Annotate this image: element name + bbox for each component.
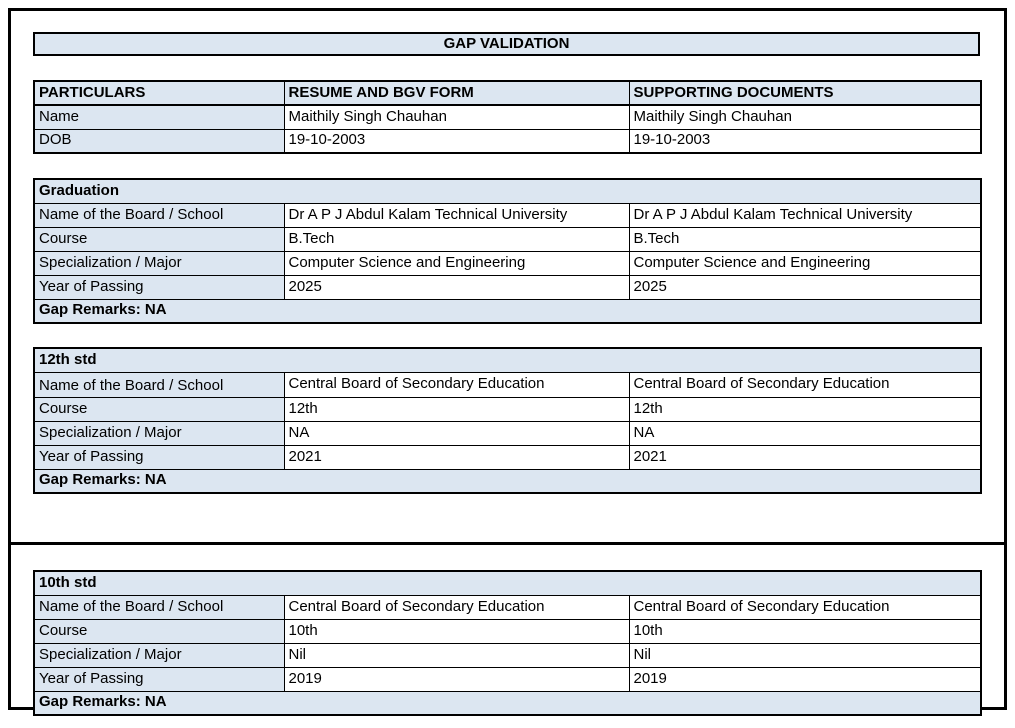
- resume-value-cell: 19-10-2003: [283, 128, 630, 154]
- row-label-cell: Year of Passing: [33, 444, 285, 470]
- section-heading: 10th std: [33, 570, 982, 596]
- dob-row: DOB 19-10-2003 19-10-2003: [33, 128, 982, 154]
- supporting-value-cell: Central Board of Secondary Education: [628, 371, 982, 398]
- page-title: GAP VALIDATION: [33, 32, 980, 56]
- row-label-cell: Course: [33, 618, 285, 644]
- supporting-value-cell: 2021: [628, 444, 982, 470]
- resume-value-cell: NA: [283, 420, 630, 446]
- section-heading: 12th std: [33, 347, 982, 373]
- resume-value-cell: Dr A P J Abdul Kalam Technical Universit…: [283, 202, 630, 228]
- graduation-section-table: Graduation Name of the Board / School Dr…: [33, 178, 983, 324]
- particulars-header-row: PARTICULARS RESUME AND BGV FORM SUPPORTI…: [33, 80, 982, 106]
- row-label-cell: Name of the Board / School: [33, 202, 285, 228]
- specialization-row: Specialization / Major Nil Nil: [33, 642, 982, 668]
- section-heading-row: 10th std: [33, 570, 982, 596]
- supporting-value-cell: B.Tech: [628, 226, 982, 252]
- resume-value-cell: B.Tech: [283, 226, 630, 252]
- tenth-std-section-table: 10th std Name of the Board / School Cent…: [33, 570, 983, 716]
- row-label-cell: Year of Passing: [33, 274, 285, 300]
- supporting-value-cell: 2025: [628, 274, 982, 300]
- row-label-cell: Name of the Board / School: [33, 371, 285, 398]
- supporting-value-cell: Nil: [628, 642, 982, 668]
- upper-document-region: GAP VALIDATION PARTICULARS RESUME AND BG…: [11, 32, 1004, 542]
- section-heading-row: 12th std: [33, 347, 982, 373]
- section-heading: Graduation: [33, 178, 982, 204]
- row-label-cell: Course: [33, 396, 285, 422]
- supporting-value-cell: NA: [628, 420, 982, 446]
- specialization-row: Specialization / Major NA NA: [33, 420, 982, 446]
- section-heading-row: Graduation: [33, 178, 982, 204]
- resume-value-cell: Maithily Singh Chauhan: [283, 104, 630, 130]
- particulars-table: PARTICULARS RESUME AND BGV FORM SUPPORTI…: [33, 80, 982, 154]
- header-resume-bgv: RESUME AND BGV FORM: [283, 80, 630, 106]
- gap-remarks-row: Gap Remarks: NA: [33, 298, 982, 324]
- specialization-row: Specialization / Major Computer Science …: [33, 250, 982, 276]
- year-of-passing-row: Year of Passing 2019 2019: [33, 666, 982, 692]
- row-label-cell: Course: [33, 226, 285, 252]
- board-school-row: Name of the Board / School Central Board…: [33, 594, 982, 620]
- supporting-value-cell: 2019: [628, 666, 982, 692]
- year-of-passing-row: Year of Passing 2025 2025: [33, 274, 982, 300]
- header-supporting-docs: SUPPORTING DOCUMENTS: [628, 80, 982, 106]
- board-school-row: Name of the Board / School Dr A P J Abdu…: [33, 202, 982, 228]
- supporting-value-cell: Computer Science and Engineering: [628, 250, 982, 276]
- row-label-cell: Specialization / Major: [33, 250, 285, 276]
- supporting-value-cell: 12th: [628, 396, 982, 422]
- resume-value-cell: Nil: [283, 642, 630, 668]
- row-label-cell: Specialization / Major: [33, 642, 285, 668]
- resume-value-cell: Central Board of Secondary Education: [283, 371, 630, 398]
- course-row: Course 10th 10th: [33, 618, 982, 644]
- resume-value-cell: 2019: [283, 666, 630, 692]
- resume-value-cell: Central Board of Secondary Education: [283, 594, 630, 620]
- year-of-passing-row: Year of Passing 2021 2021: [33, 444, 982, 470]
- row-label-cell: Year of Passing: [33, 666, 285, 692]
- resume-value-cell: 2025: [283, 274, 630, 300]
- twelfth-std-section-table: 12th std Name of the Board / School Cent…: [33, 347, 983, 494]
- row-label-cell: Name of the Board / School: [33, 594, 285, 620]
- course-row: Course 12th 12th: [33, 396, 982, 422]
- gap-remarks-row: Gap Remarks: NA: [33, 468, 982, 494]
- supporting-value-cell: 19-10-2003: [628, 128, 982, 154]
- gap-remarks: Gap Remarks: NA: [33, 690, 982, 716]
- header-particulars: PARTICULARS: [33, 80, 285, 106]
- supporting-value-cell: 10th: [628, 618, 982, 644]
- resume-value-cell: 12th: [283, 396, 630, 422]
- row-label-cell: Specialization / Major: [33, 420, 285, 446]
- resume-value-cell: 2021: [283, 444, 630, 470]
- course-row: Course B.Tech B.Tech: [33, 226, 982, 252]
- supporting-value-cell: Maithily Singh Chauhan: [628, 104, 982, 130]
- gap-validation-document: GAP VALIDATION PARTICULARS RESUME AND BG…: [8, 8, 1007, 716]
- row-label-cell: Name: [33, 104, 285, 130]
- name-row: Name Maithily Singh Chauhan Maithily Sin…: [33, 104, 982, 130]
- board-school-row: Name of the Board / School Central Board…: [33, 371, 982, 398]
- resume-value-cell: 10th: [283, 618, 630, 644]
- lower-document-region: 10th std Name of the Board / School Cent…: [11, 542, 1004, 728]
- supporting-value-cell: Central Board of Secondary Education: [628, 594, 982, 620]
- gap-remarks: Gap Remarks: NA: [33, 298, 982, 324]
- supporting-value-cell: Dr A P J Abdul Kalam Technical Universit…: [628, 202, 982, 228]
- resume-value-cell: Computer Science and Engineering: [283, 250, 630, 276]
- gap-remarks-row: Gap Remarks: NA: [33, 690, 982, 716]
- row-label-cell: DOB: [33, 128, 285, 154]
- gap-remarks: Gap Remarks: NA: [33, 468, 982, 494]
